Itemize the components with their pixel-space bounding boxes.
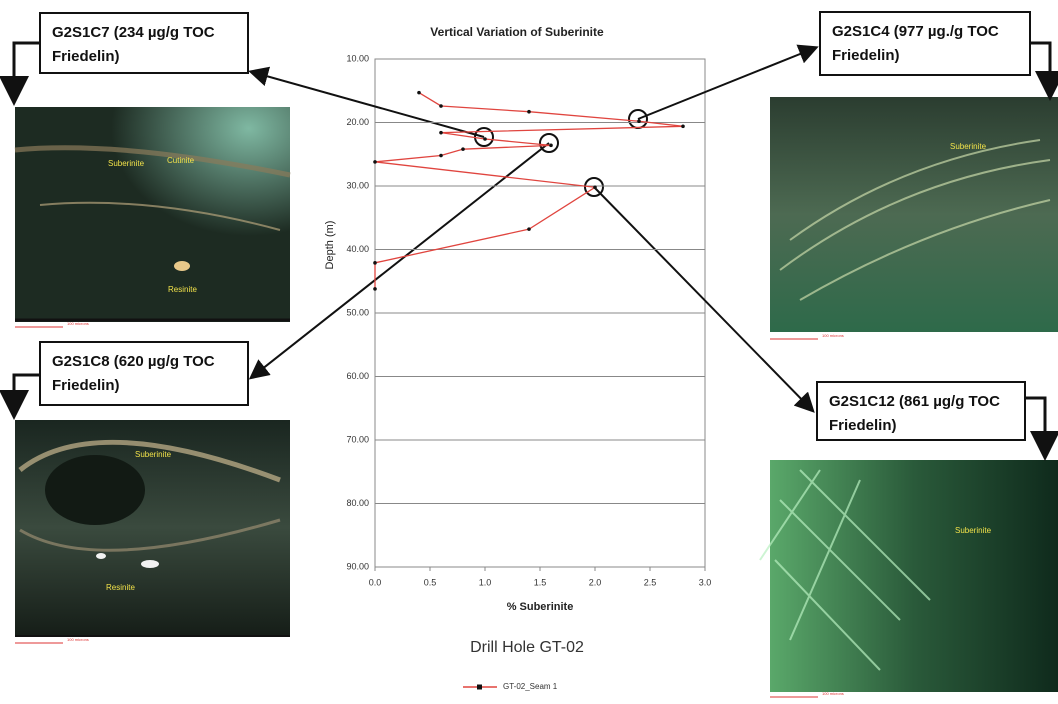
photo-label: Resinite bbox=[106, 583, 135, 592]
y-tick-label: 60.00 bbox=[346, 371, 369, 381]
y-tick-label: 10.00 bbox=[346, 53, 369, 63]
label-box-text: G2S1C7 (234 µg/g TOC bbox=[52, 24, 215, 41]
label-box-text: G2S1C12 (861 µg/g TOC bbox=[829, 393, 1000, 410]
x-tick-label: 1.5 bbox=[534, 577, 547, 587]
legend-label: GT-02_Seam 1 bbox=[503, 682, 558, 691]
label-box bbox=[820, 12, 1030, 75]
label-box-text: Friedelin) bbox=[52, 377, 120, 394]
label-box-text: Friedelin) bbox=[832, 47, 900, 64]
data-point bbox=[637, 119, 641, 123]
y-tick-label: 80.00 bbox=[346, 498, 369, 508]
scale-label: 100 microns bbox=[822, 691, 844, 696]
y-tick-label: 40.00 bbox=[346, 244, 369, 254]
photo-label: Suberinite bbox=[108, 159, 145, 168]
legend-marker bbox=[477, 685, 482, 690]
figure: Vertical Variation of Suberinite % Suber… bbox=[0, 0, 1058, 704]
y-tick-label: 90.00 bbox=[346, 561, 369, 571]
data-point bbox=[461, 147, 465, 151]
label-box-text: Friedelin) bbox=[829, 417, 897, 434]
data-point bbox=[439, 154, 443, 158]
data-point bbox=[483, 137, 487, 141]
label-box bbox=[40, 342, 248, 405]
data-point bbox=[549, 144, 553, 148]
y-tick-label: 50.00 bbox=[346, 307, 369, 317]
photo-label: Suberinite bbox=[135, 450, 172, 459]
label-box-text: G2S1C8 (620 µg/g TOC bbox=[52, 353, 215, 370]
label-box-text: Friedelin) bbox=[52, 48, 120, 65]
scale-label: 100 microns bbox=[67, 637, 89, 642]
photo-label: Suberinite bbox=[950, 142, 987, 151]
data-point bbox=[373, 261, 377, 265]
data-point bbox=[593, 185, 597, 189]
data-point bbox=[439, 104, 443, 108]
data-point bbox=[439, 131, 443, 135]
chart-subtitle: Drill Hole GT-02 bbox=[470, 639, 584, 656]
x-tick-label: 2.5 bbox=[644, 577, 657, 587]
x-axis-label: % Suberinite bbox=[507, 601, 574, 613]
y-tick-label: 70.00 bbox=[346, 434, 369, 444]
y-tick-label: 30.00 bbox=[346, 180, 369, 190]
photo-label: Cutinite bbox=[167, 156, 195, 165]
scale-label: 100 microns bbox=[822, 333, 844, 338]
x-tick-label: 0.0 bbox=[369, 577, 382, 587]
photo-label: Suberinite bbox=[955, 526, 992, 535]
x-tick-label: 3.0 bbox=[699, 577, 712, 587]
data-point bbox=[417, 91, 421, 95]
y-tick-label: 20.00 bbox=[346, 117, 369, 127]
x-tick-label: 2.0 bbox=[589, 577, 602, 587]
data-point bbox=[373, 287, 377, 291]
data-point bbox=[681, 125, 685, 129]
data-point bbox=[527, 227, 531, 231]
data-point bbox=[527, 110, 531, 114]
y-axis-label: Depth (m) bbox=[324, 221, 336, 270]
x-tick-label: 1.0 bbox=[479, 577, 492, 587]
chart-title: Vertical Variation of Suberinite bbox=[430, 25, 604, 39]
label-box-text: G2S1C4 (977 µg./g TOC bbox=[832, 23, 999, 40]
scale-label: 100 microns bbox=[67, 321, 89, 326]
photo-label: Resinite bbox=[168, 285, 197, 294]
data-point bbox=[373, 160, 377, 164]
x-tick-label: 0.5 bbox=[424, 577, 437, 587]
